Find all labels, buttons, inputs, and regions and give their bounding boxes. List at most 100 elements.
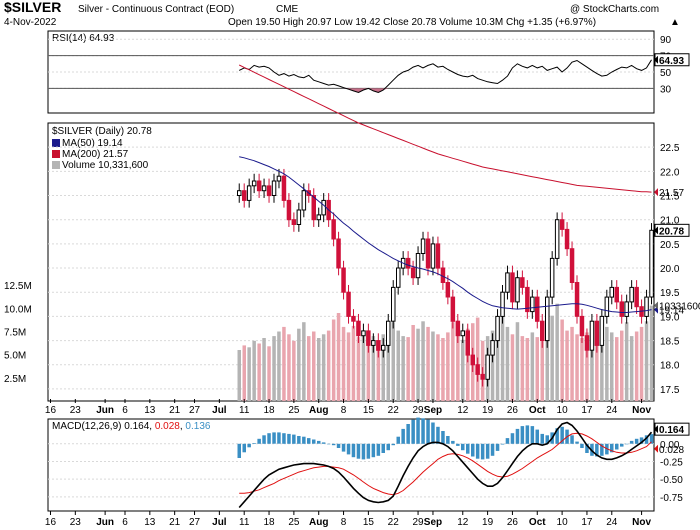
volume-bar (331, 319, 336, 401)
price-candle (336, 231, 341, 276)
price-frame (47, 122, 655, 402)
macd-histogram-bar (386, 443, 390, 451)
x-axis-label: 23 (70, 405, 82, 416)
price-candle (584, 328, 590, 358)
price-candle (500, 284, 505, 324)
candle-body (261, 185, 267, 192)
price-candle (291, 212, 297, 232)
price-candle (391, 280, 396, 329)
macd-histogram-bar (505, 438, 510, 444)
macd-histogram-bar (356, 443, 361, 459)
candle-body (405, 257, 411, 269)
x-axis-label: 18 (263, 405, 275, 416)
x-axis-label: 27 (189, 405, 201, 416)
volume-bar (312, 331, 316, 401)
candle-body (559, 219, 565, 230)
x-axis-label: 29 (412, 517, 424, 528)
volume-bar (272, 336, 276, 401)
volume-bar (565, 330, 569, 401)
candle-body (445, 282, 451, 298)
volume-bar (620, 330, 624, 401)
macd-histogram-bar (302, 436, 306, 444)
volume-bar (321, 334, 326, 401)
volume-bar (351, 325, 356, 401)
candle-body (540, 320, 545, 342)
volume-bar (610, 332, 614, 401)
candle-body (589, 320, 595, 351)
volume-bar (456, 336, 460, 401)
volume-bar (446, 332, 450, 401)
price-candle (604, 289, 610, 324)
candle-body (545, 296, 550, 342)
candle-body (386, 320, 391, 346)
candle-body (490, 340, 495, 356)
chart-copyright: @ StockCharts.com (570, 4, 659, 15)
candle-body (450, 296, 456, 322)
macd-histogram-bar (615, 443, 619, 450)
close-last-value: 20.78 (654, 223, 690, 237)
candle-body (410, 267, 416, 279)
rsi-tick-label: 30 (660, 84, 672, 95)
macd-tick-label: -0.50 (660, 475, 683, 486)
macd-histogram-bar (585, 443, 589, 453)
price-candle (261, 178, 267, 198)
chart-quote: Open 19.50 High 20.97 Low 19.42 Close 20… (228, 17, 596, 28)
volume-bar (634, 331, 639, 401)
macd-histogram-bar (461, 443, 465, 451)
macd-histogram-bar (287, 433, 291, 444)
x-axis-label: 27 (189, 517, 201, 528)
volume-bar (302, 322, 306, 401)
volume-bar (426, 326, 430, 401)
x-axis-label: 12 (457, 405, 469, 416)
volume-tick-label: 2.5M (4, 374, 26, 385)
price-candle (629, 280, 634, 310)
price-candle (351, 309, 356, 329)
volume-tick-label: 7.5M (4, 328, 26, 339)
volume-bar (555, 303, 559, 401)
volume-bar (550, 315, 554, 401)
x-axis-label: 26 (507, 405, 519, 416)
price-candle (316, 207, 321, 227)
x-axis-label: Nov (632, 405, 651, 416)
price-candle (381, 338, 386, 358)
candle-body (569, 248, 575, 283)
candle-body (460, 330, 465, 337)
price-candle (445, 275, 451, 305)
candle-body (291, 219, 297, 225)
legend-swatch (52, 150, 60, 158)
x-axis-label: 23 (70, 517, 82, 528)
volume-bar (575, 334, 579, 401)
macd-histogram-bar (595, 443, 599, 457)
price-tick-label: 18.5 (660, 337, 680, 348)
macd-histogram-bar (371, 443, 376, 458)
x-axis-top: 16 23 Jun 6 13 21 27 Jul 11 18 25 Aug 8 15 22 29 Sep 12 19… (45, 399, 651, 416)
candle-body (535, 296, 540, 322)
signal-last-value-text: 0.028 (659, 445, 684, 456)
price-candle (594, 313, 600, 353)
macd-histogram-bar (421, 418, 425, 444)
price-candle (237, 183, 242, 203)
rsi-tick-label: 50 (660, 68, 672, 79)
macd-histogram-bar (520, 426, 525, 444)
volume-bar (292, 340, 296, 401)
volume-bar (590, 325, 594, 401)
price-candle (246, 178, 252, 208)
volume-bar (605, 326, 609, 401)
candle-body (520, 277, 525, 288)
volume-bar (490, 330, 495, 401)
price-candle (515, 270, 520, 310)
x-axis-label: 16 (45, 517, 57, 528)
macd-label-hist: 0.136 (185, 421, 210, 432)
price-candle (251, 173, 257, 194)
price-candle (465, 323, 470, 363)
price-candle (634, 280, 639, 314)
macd-last-value-text: 0.164 (659, 425, 684, 436)
volume-bar (545, 321, 549, 401)
x-axis-label: 6 (122, 405, 128, 416)
macd-histogram-bar (624, 443, 629, 445)
price-candle (376, 333, 381, 358)
macd-label-main: MACD(12,26,9) 0.164, (52, 421, 155, 432)
volume-bar (242, 345, 246, 401)
macd-histogram-bar (441, 431, 445, 444)
